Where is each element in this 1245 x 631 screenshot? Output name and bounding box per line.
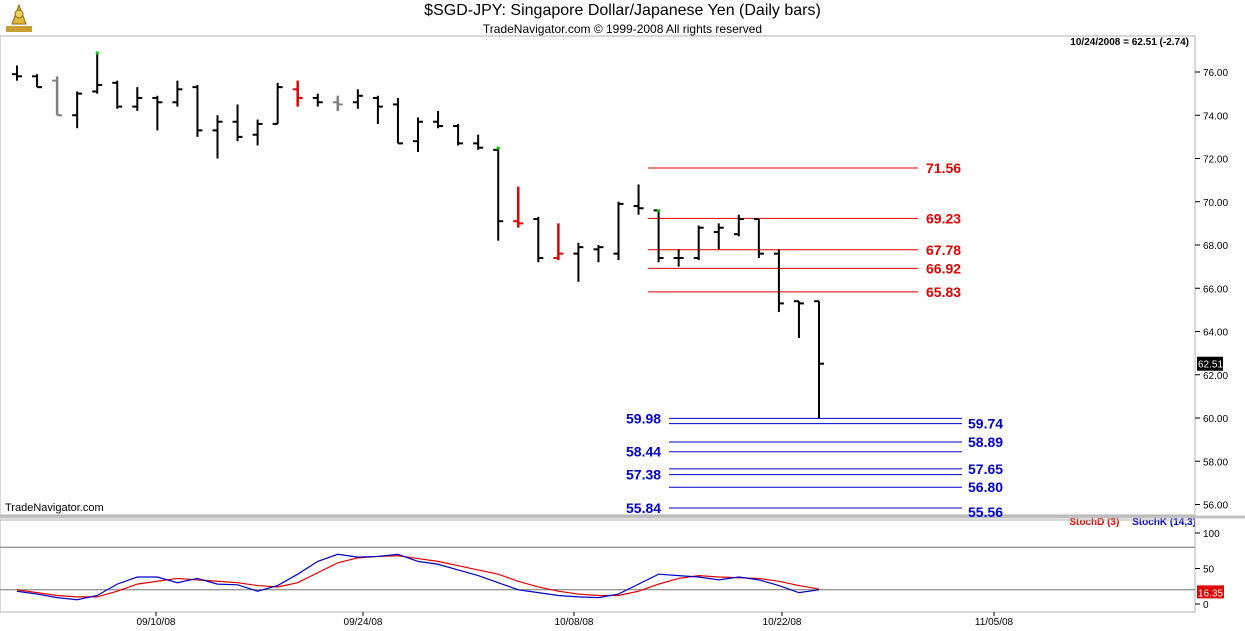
trade-navigator-logo — [2, 2, 36, 34]
x-tick-label: 09/10/08 — [137, 617, 176, 628]
stoch-tick-label: 100 — [1203, 529, 1220, 540]
stoch-k-line — [16, 553, 820, 601]
x-tick-label: 11/05/08 — [975, 617, 1014, 628]
price-tick-label: 74.00 — [1203, 111, 1228, 122]
red-level-label: 69.23 — [926, 210, 961, 226]
price-tick-label: 68.00 — [1203, 241, 1228, 252]
x-tick-label: 10/08/08 — [555, 617, 594, 628]
stoch-tick-label: 0 — [1203, 600, 1209, 611]
red-level-label: 67.78 — [926, 242, 961, 258]
price-tick-label: 66.00 — [1203, 284, 1228, 295]
signal-marker — [657, 209, 661, 213]
stochastic-panel-frame — [0, 519, 1196, 613]
price-tick-label: 70.00 — [1203, 198, 1228, 209]
blue-level-label: 59.74 — [968, 416, 1003, 432]
stoch-last-box — [1197, 585, 1224, 599]
copyright-subtitle: TradeNavigator.com © 1999-2008 All right… — [482, 22, 763, 36]
blue-level-label: 56.80 — [968, 479, 1003, 495]
blue-level-label: 57.38 — [626, 467, 661, 483]
signal-marker — [95, 51, 99, 55]
blue-level-label: 59.98 — [626, 410, 661, 426]
stochastic-legend: StochD (3) StochK (14,3) — [1069, 517, 1196, 528]
x-tick-label: 10/22/08 — [763, 617, 802, 628]
price-tick-label: 56.00 — [1203, 501, 1228, 512]
last-quote: 10/24/2008 = 62.51 (-2.74) — [1070, 37, 1189, 48]
blue-level-label: 57.65 — [968, 461, 1003, 477]
price-tick-label: 72.00 — [1203, 155, 1228, 166]
price-tick-label: 60.00 — [1203, 414, 1228, 425]
red-level-label: 65.83 — [926, 284, 961, 300]
price-tick-label: 62.00 — [1203, 371, 1228, 382]
stoch-last-label: 16.35 — [1198, 588, 1223, 599]
stoch-d-line — [16, 555, 820, 598]
price-panel-frame — [0, 35, 1196, 516]
blue-level-label: 55.84 — [626, 500, 661, 516]
price-tick-label: 76.00 — [1203, 68, 1228, 79]
stochd-legend: StochD (3) — [1069, 517, 1120, 528]
price-tick-label: 58.00 — [1203, 457, 1228, 468]
blue-level-label: 58.89 — [968, 434, 1003, 450]
blue-level-label: 58.44 — [626, 444, 661, 460]
stochk-legend: StochK (14,3) — [1132, 517, 1196, 528]
chart-title: $SGD-JPY: Singapore Dollar/Japanese Yen … — [424, 2, 821, 19]
price-tick-label: 64.00 — [1203, 328, 1228, 339]
last-price-label: 62.51 — [1198, 360, 1223, 371]
blue-level-label: 55.56 — [968, 504, 1003, 520]
watermark: TradeNavigator.com — [5, 502, 104, 514]
red-level-label: 71.56 — [926, 160, 961, 176]
last-price-box — [1197, 356, 1223, 371]
red-level-label: 66.92 — [926, 260, 961, 276]
stoch-tick-label: 50 — [1203, 565, 1215, 576]
x-tick-label: 09/24/08 — [344, 617, 383, 628]
signal-marker — [496, 146, 500, 150]
